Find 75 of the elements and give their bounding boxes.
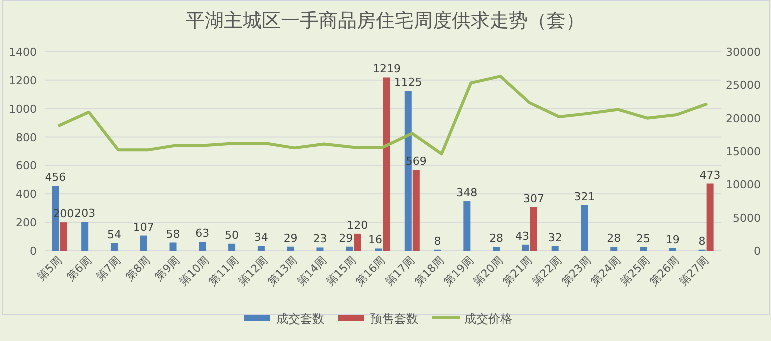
legend-label: 成交套数 [276, 312, 324, 326]
bar [199, 242, 206, 251]
chart-title: 平湖主城区一手商品房住宅周度供求走势（套） [186, 10, 585, 32]
y2-tick-label: 25000 [726, 79, 761, 92]
data-label: 16 [368, 234, 382, 247]
bar [669, 248, 676, 251]
y2-tick-label: 20000 [726, 112, 761, 126]
bar [552, 246, 559, 251]
bar [610, 247, 618, 251]
bar [170, 242, 177, 251]
data-label: 456 [45, 171, 66, 184]
bar [640, 247, 648, 251]
data-label: 29 [284, 232, 298, 245]
data-label: 50 [225, 228, 240, 242]
data-label: 32 [548, 231, 562, 244]
data-label: 19 [666, 233, 680, 246]
data-label: 28 [607, 232, 622, 246]
data-label: 8 [698, 234, 706, 248]
bar [522, 244, 530, 251]
data-label: 348 [456, 186, 478, 200]
data-label: 28 [490, 232, 504, 246]
bar [412, 170, 420, 251]
legend-label: 预售套数 [370, 312, 418, 326]
y-tick-label: 0 [30, 245, 37, 258]
y-tick-label: 400 [16, 188, 37, 202]
x-tick-label: 第6周 [64, 254, 94, 284]
data-label: 473 [700, 168, 721, 182]
data-label: 1219 [373, 62, 401, 76]
bar [287, 246, 294, 251]
y-tick-label: 800 [16, 131, 37, 144]
data-label: 307 [523, 192, 544, 206]
data-label: 321 [574, 190, 596, 204]
y-tick-label: 1000 [9, 102, 37, 116]
bar [493, 247, 500, 251]
y2-tick-label: 0 [754, 245, 761, 258]
y2-tick-label: 15000 [726, 146, 761, 158]
legend-label: 成交价格 [464, 312, 512, 326]
data-label: 8 [434, 234, 442, 248]
y-tick-label: 1200 [9, 74, 37, 88]
bar [140, 236, 148, 251]
y-tick-label: 200 [16, 216, 37, 230]
bar [82, 222, 89, 251]
data-label: 120 [347, 218, 368, 232]
x-tick-label: 第5周 [35, 254, 65, 284]
bar [384, 78, 390, 251]
bar [530, 207, 538, 251]
y-tick-label: 1400 [9, 46, 37, 59]
x-tick-label: 第7周 [94, 254, 124, 284]
y2-tick-label: 30000 [726, 46, 761, 59]
data-label: 63 [196, 227, 210, 240]
bar [354, 234, 362, 251]
data-label: 34 [254, 231, 268, 244]
bar [258, 246, 265, 251]
y2-tick-label: 10000 [726, 178, 761, 192]
y-tick-label: 600 [16, 160, 37, 173]
bar [346, 246, 354, 251]
bar [706, 184, 714, 251]
bar [316, 248, 324, 251]
bar [60, 222, 68, 251]
data-label: 1125 [394, 76, 422, 90]
bar [110, 243, 118, 251]
data-label: 203 [74, 207, 96, 220]
line-series [58, 75, 708, 156]
data-label: 58 [166, 228, 180, 241]
data-label: 43 [515, 230, 530, 243]
y2-tick-label: 5000 [733, 212, 761, 225]
x-tick-label: 第8周 [123, 254, 153, 284]
bar [581, 205, 588, 251]
bar [464, 202, 471, 251]
data-label: 29 [339, 232, 354, 245]
data-label: 23 [313, 232, 328, 246]
data-label: 107 [133, 220, 154, 234]
bar [228, 244, 236, 251]
data-label: 54 [107, 228, 122, 242]
data-label: 25 [636, 232, 651, 246]
